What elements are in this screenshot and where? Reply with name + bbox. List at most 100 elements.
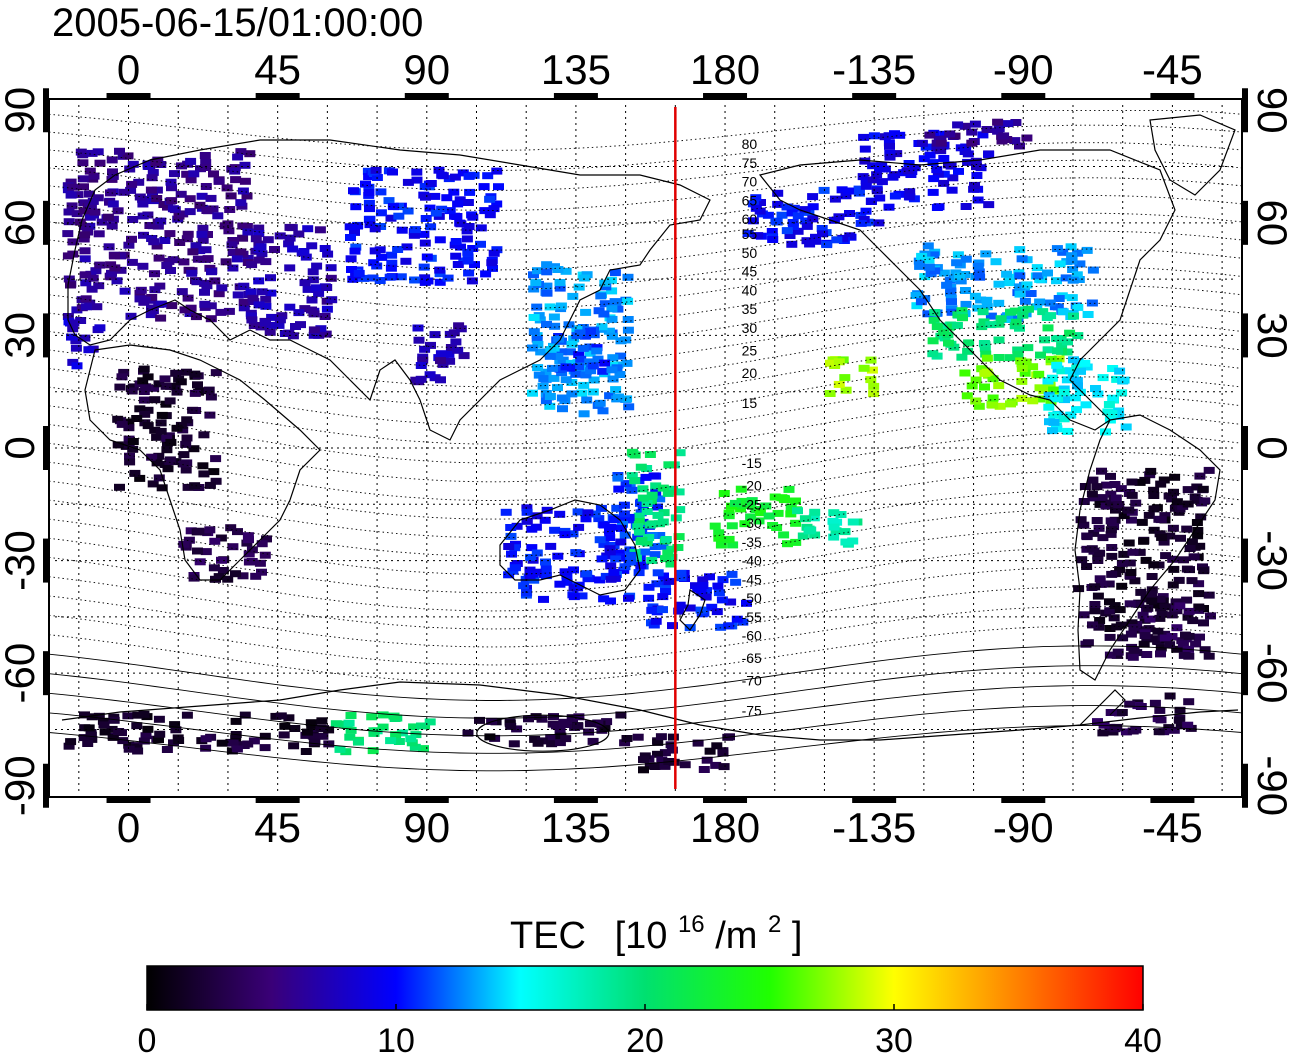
tec-cell	[209, 277, 221, 285]
tec-cell	[1187, 617, 1199, 625]
tec-cell	[196, 230, 208, 238]
tec-cell	[557, 356, 569, 364]
tec-cell	[421, 253, 433, 261]
tec-cell	[772, 189, 784, 197]
tec-cell	[946, 298, 957, 306]
tec-cell	[550, 722, 562, 730]
tec-region-29	[1092, 692, 1197, 737]
tec-cell	[1005, 400, 1016, 408]
tec-cell	[1056, 367, 1068, 375]
tec-cell	[309, 738, 321, 746]
tec-cell	[552, 552, 564, 560]
tec-cell	[1051, 361, 1063, 369]
tec-cell	[161, 434, 173, 442]
tec-cell	[887, 173, 899, 181]
tec-cell	[1134, 478, 1146, 486]
tec-cell	[173, 737, 185, 744]
tec-cell	[810, 233, 821, 241]
tec-cell	[253, 277, 265, 285]
tec-cell	[236, 202, 248, 210]
tec-cell	[735, 505, 747, 513]
tec-cell	[1197, 485, 1209, 493]
tec-cell	[256, 288, 268, 296]
contour-label: 15	[742, 395, 758, 411]
tec-cell	[232, 528, 243, 536]
tec-cell	[772, 200, 784, 208]
tec-cell	[176, 288, 188, 296]
bottom-lon-label: -45	[1142, 804, 1203, 851]
tec-cell	[1091, 517, 1103, 524]
tec-cell	[123, 418, 135, 426]
tec-cell	[537, 382, 549, 390]
bottom-lon-label: 90	[403, 804, 450, 851]
tec-cell	[191, 278, 203, 286]
tec-cell	[1177, 640, 1189, 648]
tec-cell	[386, 259, 398, 267]
tec-cell	[227, 264, 239, 272]
tec-cell	[227, 739, 239, 747]
contour-label: -15	[742, 455, 762, 471]
colorbar-tick-label: 10	[377, 1022, 415, 1057]
tec-cell	[436, 205, 448, 213]
tec-cell	[154, 730, 166, 738]
tec-cell	[369, 247, 381, 255]
tec-cell	[299, 279, 311, 287]
tec-cell	[633, 512, 645, 520]
tec-cell	[1140, 556, 1152, 564]
tec-cell	[790, 538, 802, 546]
tec-cell	[985, 312, 997, 320]
tec-cell	[1043, 391, 1055, 399]
top-lon-label: -135	[832, 46, 916, 93]
tec-cell	[213, 177, 225, 185]
tec-cell	[625, 558, 637, 566]
tec-cell	[566, 379, 578, 386]
tec-cell	[216, 739, 228, 747]
tec-cell	[541, 268, 553, 276]
tec-cell	[1027, 397, 1039, 405]
tec-cell	[216, 284, 228, 292]
tec-cell	[629, 477, 641, 485]
tec-cell	[606, 332, 618, 340]
tec-cell	[831, 236, 843, 244]
mlat-contour	[48, 110, 1243, 151]
tec-cell	[576, 592, 588, 600]
tec-cell	[825, 359, 836, 367]
tec-cell	[667, 485, 678, 493]
tec-cell	[1148, 505, 1160, 513]
tec-cell	[348, 187, 359, 195]
tec-cell	[1203, 466, 1215, 474]
tec-cell	[1124, 700, 1136, 708]
tec-cell	[1009, 322, 1021, 330]
tec-cell	[632, 523, 644, 531]
tec-cell	[1001, 136, 1013, 143]
tec-cell	[1138, 640, 1150, 648]
tec-cell	[205, 302, 217, 310]
tec-cell	[953, 167, 964, 175]
right-lat-label: -60	[1249, 643, 1292, 704]
tec-cell	[105, 189, 116, 197]
tec-cell	[1078, 498, 1090, 505]
tec-cell	[860, 177, 872, 185]
tec-cell	[452, 200, 464, 208]
tec-cell	[752, 232, 764, 240]
tec-cell	[799, 206, 811, 214]
tec-cell	[587, 388, 599, 396]
tec-cell	[572, 722, 584, 730]
tec-cell	[1182, 721, 1194, 729]
tec-cell	[1175, 534, 1186, 542]
tec-cell	[237, 222, 249, 230]
tec-cell	[72, 191, 84, 199]
tec-cell	[612, 305, 624, 313]
tec-cell	[243, 536, 254, 544]
tec-cell	[306, 242, 318, 250]
tec-cell	[1120, 728, 1132, 736]
tec-observation-layer	[62, 118, 1216, 774]
tec-cell	[241, 192, 253, 200]
tec-cell	[1153, 728, 1165, 736]
tec-cell	[1014, 246, 1026, 254]
tec-cell	[127, 438, 139, 445]
tec-cell	[416, 722, 427, 730]
tec-cell	[148, 238, 160, 246]
contour-label: 40	[742, 282, 758, 298]
tec-cell	[583, 728, 595, 736]
